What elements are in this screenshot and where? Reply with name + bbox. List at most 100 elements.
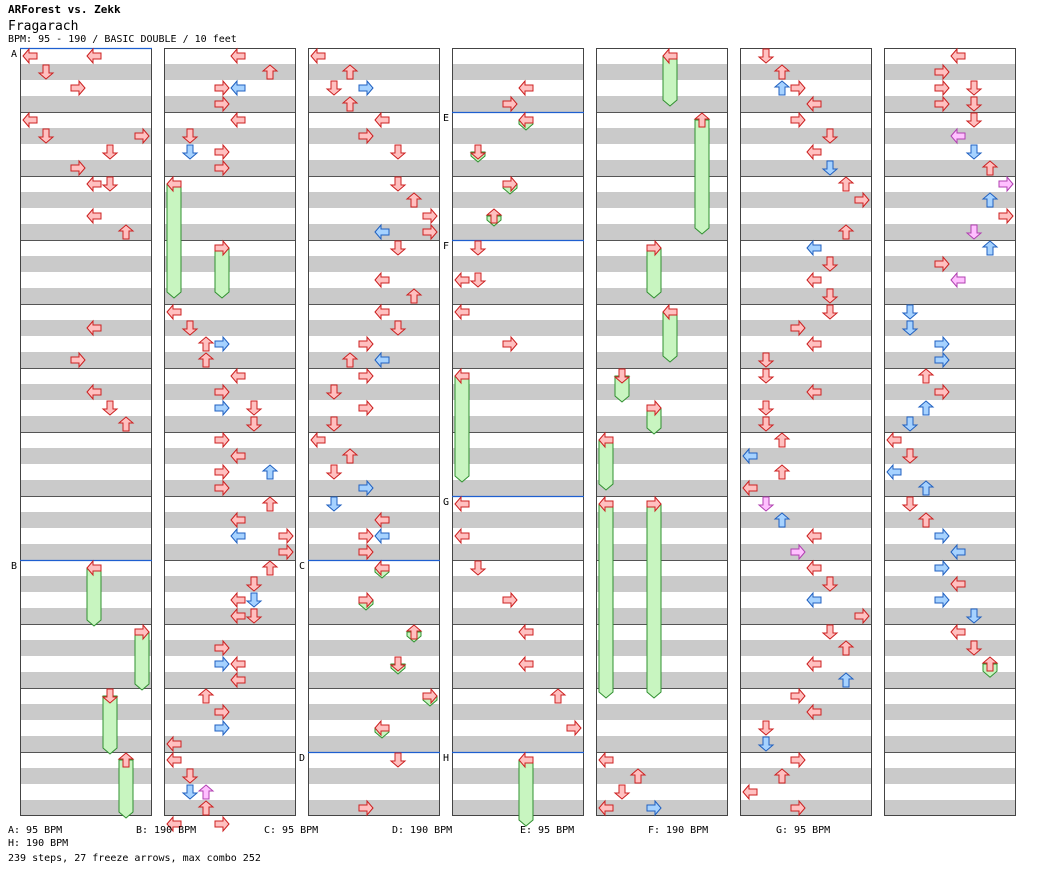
arrow-left-icon: [230, 367, 246, 385]
arrow-right-icon: [358, 527, 374, 545]
arrow-left-icon: [230, 447, 246, 465]
arrow-left-icon: [374, 527, 390, 545]
arrow-right-icon: [214, 719, 230, 737]
arrow-up-icon: [837, 640, 855, 656]
arrow-left-icon: [806, 527, 822, 545]
arrow-right-icon: [134, 127, 150, 145]
arrow-left-icon: [166, 751, 182, 769]
freeze-head-right-icon: [646, 239, 662, 257]
arrow-left-icon: [806, 143, 822, 161]
arrow-down-icon: [245, 608, 263, 624]
arrow-down-icon: [469, 560, 487, 576]
arrow-right-icon: [214, 479, 230, 497]
freeze-head-left-icon: [518, 111, 534, 129]
arrow-left-icon: [166, 303, 182, 321]
arrow-right-icon: [790, 687, 806, 705]
arrow-left-icon: [950, 623, 966, 641]
arrow-left-icon: [806, 271, 822, 289]
freeze-arrow: [646, 407, 662, 435]
arrow-up-icon: [773, 768, 791, 784]
freeze-head-left-icon: [374, 719, 390, 737]
arrow-up-icon: [405, 288, 423, 304]
arrow-right-icon: [934, 383, 950, 401]
arrow-left-icon: [950, 575, 966, 593]
chart-column-2: [164, 48, 296, 816]
freeze-head-left-icon: [86, 559, 102, 577]
arrow-left-icon: [950, 47, 966, 65]
arrow-right-icon: [502, 335, 518, 353]
chart-column-1: [20, 48, 152, 816]
arrow-up-icon: [341, 448, 359, 464]
arrow-down-icon: [181, 768, 199, 784]
freeze-head-up-icon: [981, 656, 999, 672]
freeze-arrow: [102, 695, 118, 755]
arrow-right-icon: [214, 463, 230, 481]
arrow-left-icon: [230, 607, 246, 625]
arrow-right-icon: [358, 79, 374, 97]
arrow-down-icon: [901, 320, 919, 336]
arrow-left-icon: [806, 95, 822, 113]
arrow-up-icon: [837, 176, 855, 192]
freeze-arrow: [166, 183, 182, 299]
arrow-down-icon: [901, 448, 919, 464]
bpm-legend-item: E: 95 BPM: [520, 825, 575, 836]
arrow-left-icon: [518, 655, 534, 673]
arrow-down-icon: [101, 144, 119, 160]
freeze-head-left-icon: [166, 175, 182, 193]
arrow-right-icon: [214, 383, 230, 401]
arrow-right-icon: [934, 335, 950, 353]
arrow-up-icon: [773, 512, 791, 528]
arrow-up-icon: [405, 192, 423, 208]
arrow-up-icon: [917, 400, 935, 416]
arrow-down-icon: [965, 96, 983, 112]
freeze-head-down-icon: [389, 656, 407, 672]
arrow-up-icon: [197, 800, 215, 816]
chart-meta: BPM: 95 - 190 / BASIC DOUBLE / 10 feet: [8, 34, 237, 45]
freeze-head-up-icon: [693, 112, 711, 128]
arrow-left-icon: [886, 431, 902, 449]
freeze-arrow: [598, 439, 614, 491]
arrow-down-icon: [325, 416, 343, 432]
arrow-left-icon: [86, 47, 102, 65]
section-label-B: B: [11, 561, 17, 572]
arrow-left-icon: [22, 111, 38, 129]
arrow-down-icon: [901, 416, 919, 432]
arrow-left-icon: [806, 655, 822, 673]
arrow-right-icon: [934, 79, 950, 97]
arrow-left-icon: [310, 431, 326, 449]
arrow-down-icon: [245, 576, 263, 592]
section-label-F: F: [443, 241, 449, 252]
arrow-down-icon: [181, 784, 199, 800]
freeze-head-right-icon: [502, 175, 518, 193]
arrow-down-icon: [37, 64, 55, 80]
arrow-left-icon: [374, 271, 390, 289]
arrow-left-icon: [374, 511, 390, 529]
arrow-left-icon: [598, 799, 614, 817]
arrow-down-icon: [821, 256, 839, 272]
arrow-left-icon: [230, 47, 246, 65]
arrow-right-icon: [214, 703, 230, 721]
arrow-right-icon: [790, 799, 806, 817]
arrow-down-icon: [965, 608, 983, 624]
arrow-right-icon: [566, 719, 582, 737]
arrow-down-icon: [389, 176, 407, 192]
arrow-right-icon: [214, 399, 230, 417]
arrow-left-icon: [86, 175, 102, 193]
freeze-arrow: [214, 247, 230, 299]
arrow-up-icon: [341, 352, 359, 368]
arrow-left-icon: [454, 495, 470, 513]
arrow-up-icon: [261, 64, 279, 80]
freeze-head-left-icon: [454, 367, 470, 385]
arrow-right-icon: [278, 527, 294, 545]
arrow-right-icon: [70, 351, 86, 369]
arrow-left-icon: [310, 47, 326, 65]
arrow-left-icon: [230, 591, 246, 609]
arrow-right-icon: [422, 223, 438, 241]
freeze-arrow: [662, 311, 678, 363]
arrow-left-icon: [806, 703, 822, 721]
chart-summary: 239 steps, 27 freeze arrows, max combo 2…: [8, 853, 261, 864]
freeze-head-left-icon: [374, 559, 390, 577]
arrow-down-icon: [325, 464, 343, 480]
freeze-head-right-icon: [214, 239, 230, 257]
arrow-up-icon: [197, 352, 215, 368]
